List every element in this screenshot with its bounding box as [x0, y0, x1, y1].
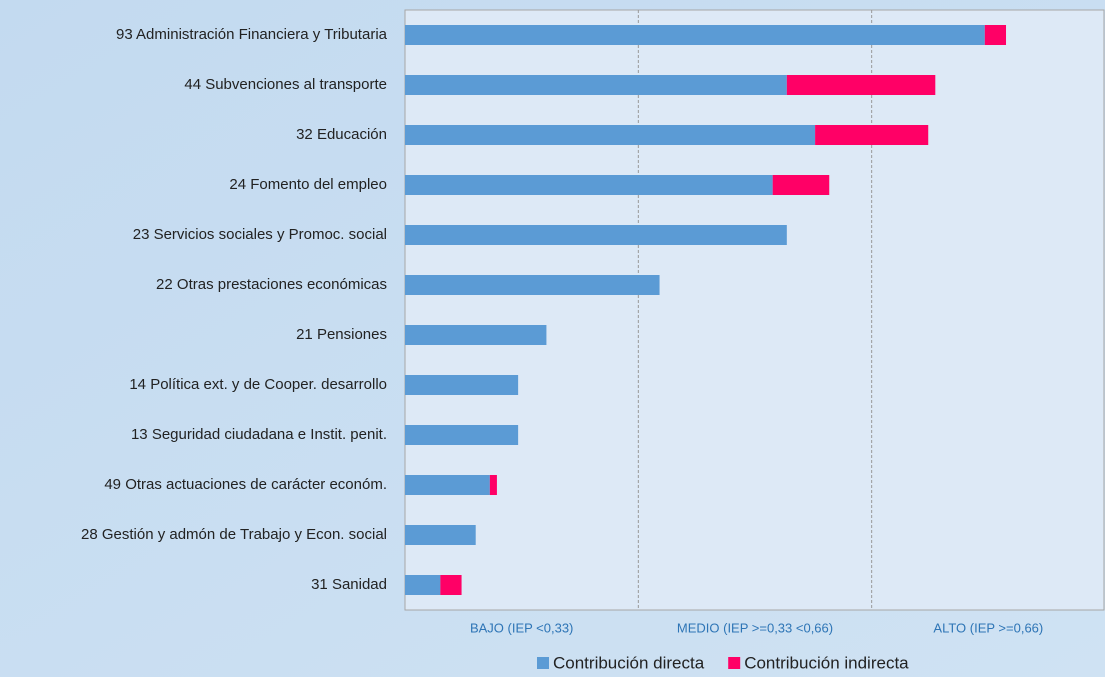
y-tick-label: 32 Educación [296, 126, 387, 143]
y-tick-label: 31 Sanidad [311, 576, 387, 593]
y-tick-label: 93 Administración Financiera y Tributari… [116, 26, 388, 43]
bar [405, 475, 490, 495]
bar [786, 75, 936, 95]
y-tick-label: 14 Política ext. y de Cooper. desarrollo [129, 376, 387, 393]
bar [405, 425, 519, 445]
y-tick-label: 13 Seguridad ciudadana e Instit. penit. [131, 426, 387, 443]
legend-label: Contribución directa [553, 653, 705, 672]
bar [405, 175, 773, 195]
plot-area [404, 9, 1105, 611]
y-tick-label: 44 Subvenciones al transporte [184, 76, 387, 93]
y-tick-label: 22 Otras prestaciones económicas [156, 276, 387, 293]
zone-label: MEDIO (IEP >=0,33 <0,66) [677, 620, 833, 635]
zone-label: ALTO (IEP >=0,66) [933, 620, 1043, 635]
y-tick-label: 28 Gestión y admón de Trabajo y Econ. so… [81, 526, 387, 543]
bar [405, 125, 816, 145]
bar [405, 25, 985, 45]
bar [405, 575, 441, 595]
bar [440, 575, 462, 595]
y-tick-label: 23 Servicios sociales y Promoc. social [133, 226, 387, 243]
bar [405, 375, 519, 395]
legend-swatch [728, 657, 741, 669]
zone-label: BAJO (IEP <0,33) [470, 620, 573, 635]
bar [489, 475, 497, 495]
legend-swatch [537, 657, 549, 669]
bar [405, 325, 547, 345]
y-tick-label: 24 Fomento del empleo [229, 176, 387, 193]
bar [815, 125, 929, 145]
bar [405, 525, 476, 545]
bar [405, 275, 660, 295]
bar [984, 25, 1007, 45]
bar [772, 175, 830, 195]
y-tick-label: 21 Pensiones [296, 326, 387, 343]
bar [405, 225, 787, 245]
bar [405, 75, 787, 95]
y-tick-label: 49 Otras actuaciones de carácter económ. [104, 476, 387, 493]
legend-label: Contribución indirecta [744, 653, 909, 672]
